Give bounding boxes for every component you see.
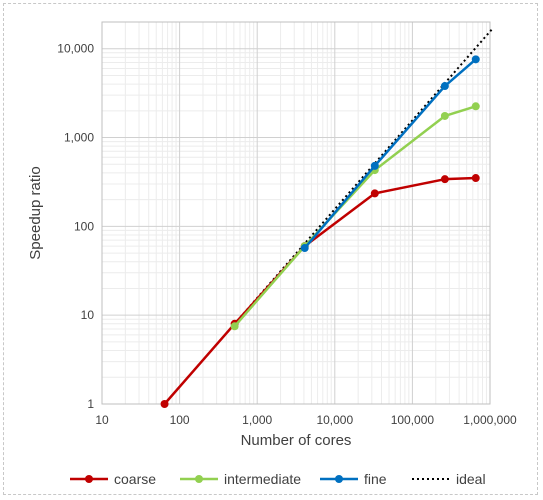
- plot-area-border: [101, 21, 491, 405]
- series-intermediate-point: [471, 102, 480, 111]
- y-tick-label: 1,000: [64, 131, 94, 145]
- y-tick-label: 1: [87, 397, 94, 411]
- legend-fine-label: fine: [364, 471, 387, 487]
- series-intermediate-line: [233, 105, 477, 328]
- y-axis-tick-labels: 1 10 100 1,000 10,000: [57, 42, 94, 411]
- series-coarse-line: [163, 176, 476, 405]
- series-coarse-point: [440, 175, 449, 184]
- legend-intermediate-marker: [195, 475, 203, 483]
- series-fine-point: [300, 244, 309, 253]
- x-tick-label: 10,000: [316, 413, 353, 427]
- y-tick-label: 10: [81, 308, 95, 322]
- legend-ideal-label: ideal: [456, 471, 486, 487]
- series-coarse-point: [471, 174, 480, 183]
- x-tick-label: 100,000: [391, 413, 435, 427]
- x-tick-label: 100: [170, 413, 190, 427]
- series-layer: [160, 29, 493, 408]
- chart-frame: [3, 3, 538, 495]
- series-coarse-point: [160, 400, 169, 408]
- legend-coarse-marker: [85, 475, 93, 483]
- legend-intermediate-label: intermediate: [224, 471, 301, 487]
- x-axis-tick-labels: 10 100 1,000 10,000 100,000 1,000,000: [95, 413, 517, 427]
- x-axis-title: Number of cores: [241, 432, 352, 449]
- major-gridlines: [101, 22, 491, 405]
- series-coarse-point: [370, 189, 379, 198]
- x-tick-label: 1,000: [242, 413, 272, 427]
- legend-fine-marker: [335, 475, 343, 483]
- series-intermediate-point: [230, 322, 239, 331]
- series-fine-point: [370, 161, 379, 170]
- legend: coarse intermediate fine ideal: [70, 471, 486, 487]
- x-tick-label: 1,000,000: [463, 413, 517, 427]
- minor-gridlines: [102, 22, 490, 404]
- series-fine-point: [471, 55, 480, 64]
- x-tick-label: 10: [95, 413, 109, 427]
- series-fine-line: [303, 58, 477, 249]
- y-axis-title: Speedup ratio: [27, 166, 44, 259]
- y-tick-label: 100: [74, 219, 94, 233]
- series-intermediate-point: [440, 111, 449, 120]
- legend-coarse-label: coarse: [114, 471, 156, 487]
- y-tick-label: 10,000: [57, 42, 94, 56]
- series-fine-point: [440, 82, 449, 91]
